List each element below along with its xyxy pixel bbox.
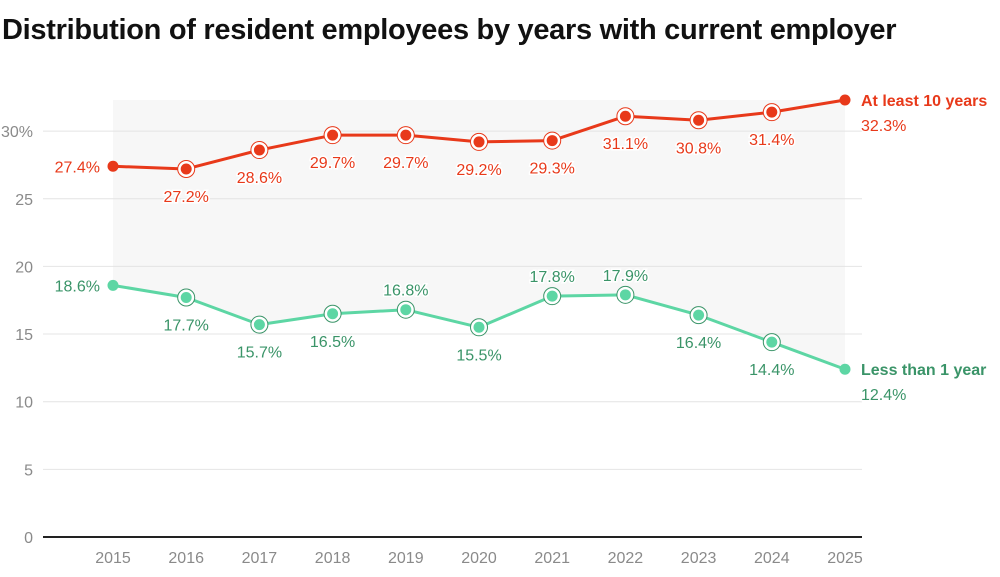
chart-title: Distribution of resident employees by ye…: [2, 14, 897, 46]
data-label: 29.7%: [383, 155, 428, 172]
data-point: [619, 289, 631, 301]
data-point: [473, 321, 485, 333]
data-label: 12.4%: [861, 387, 906, 404]
data-point: [839, 363, 851, 375]
data-label: 17.7%: [164, 318, 209, 335]
data-label: 16.8%: [383, 283, 428, 300]
y-tick-label: 5: [24, 462, 33, 479]
data-point: [473, 136, 485, 148]
data-label: 32.3%: [861, 118, 906, 135]
data-point: [766, 336, 778, 348]
x-tick-label: 2019: [388, 550, 424, 567]
data-point: [253, 319, 265, 331]
data-label: 15.7%: [237, 345, 282, 362]
data-label: 27.2%: [164, 189, 209, 206]
data-label: 14.4%: [749, 362, 794, 379]
y-tick-label: 25: [15, 192, 33, 209]
shaded-band: [113, 99, 845, 370]
x-tick-label: 2023: [681, 550, 717, 567]
y-tick-label: 15: [15, 327, 33, 344]
data-point: [693, 114, 705, 126]
data-point: [839, 94, 851, 106]
data-label: 29.2%: [456, 162, 501, 179]
data-point: [400, 304, 412, 316]
data-label: 29.3%: [530, 161, 575, 178]
y-tick-label: 0: [24, 530, 33, 547]
y-axis-ticks: 0 5 10 15 20 25 30%: [1, 124, 33, 547]
data-label: 28.6%: [237, 170, 282, 187]
data-label: 31.4%: [749, 132, 794, 149]
data-label: 30.8%: [676, 140, 721, 157]
x-tick-label: 2021: [534, 550, 570, 567]
data-point: [327, 129, 339, 141]
x-tick-label: 2020: [461, 550, 497, 567]
data-label: 16.5%: [310, 334, 355, 351]
data-point: [546, 290, 558, 302]
data-label: 17.9%: [603, 268, 648, 285]
data-point: [546, 135, 558, 147]
series-name-label: At least 10 years: [861, 93, 987, 110]
x-tick-label: 2016: [168, 550, 204, 567]
x-tick-label: 2017: [242, 550, 278, 567]
data-point: [180, 292, 192, 304]
data-label: 31.1%: [603, 136, 648, 153]
data-label: 17.8%: [530, 269, 575, 286]
data-label: 16.4%: [676, 335, 721, 352]
data-point: [400, 129, 412, 141]
x-tick-label: 2022: [608, 550, 644, 567]
x-tick-label: 2018: [315, 550, 351, 567]
x-tick-label: 2015: [95, 550, 131, 567]
data-point: [327, 308, 339, 320]
y-tick-label: 10: [15, 395, 33, 412]
data-label: 27.4%: [55, 159, 100, 176]
data-label: 18.6%: [55, 278, 100, 295]
series-name-label: Less than 1 year: [861, 362, 986, 379]
data-label: 29.7%: [310, 155, 355, 172]
data-point: [107, 160, 119, 172]
series-layer: 27.4% 27.2% 28.6% 29.7% 29.7% 29.2% 29.3% 31.1%…: [53, 93, 987, 406]
data-label: 15.5%: [456, 347, 501, 364]
data-point: [766, 106, 778, 118]
y-tick-label: 20: [15, 259, 33, 276]
series-less-than-1-year: 18.6% 17.7% 15.7% 16.5% 16.8% 15.5% 17.8% 17.9%…: [53, 266, 986, 405]
series-at-least-10-years: 27.4% 27.2% 28.6% 29.7% 29.7% 29.2% 29.3% 31.1%…: [53, 93, 987, 208]
x-tick-label: 2024: [754, 550, 790, 567]
gridlines: [43, 130, 862, 538]
x-axis-ticks: 2015 2016 2017 2018 2019 2020 2021 2022 2023 2024…: [95, 550, 863, 567]
data-point: [693, 309, 705, 321]
x-tick-label: 2025: [827, 550, 863, 567]
data-point: [619, 110, 631, 122]
data-point: [253, 144, 265, 156]
y-tick-label: 30%: [1, 124, 33, 141]
shaded-band-layer: [113, 99, 845, 370]
data-point: [180, 163, 192, 175]
data-point: [107, 279, 119, 291]
